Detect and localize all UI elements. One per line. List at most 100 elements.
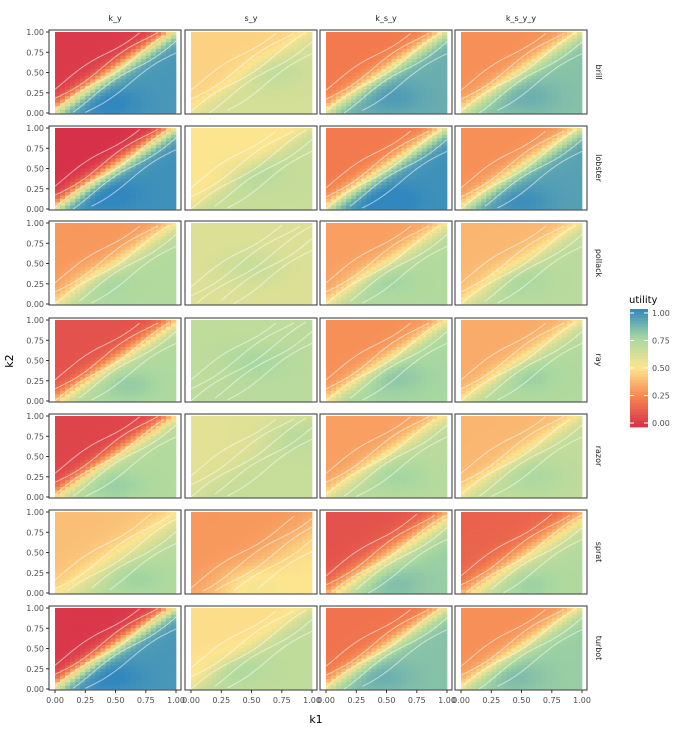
contour-line [460, 130, 547, 189]
heat-cell [331, 65, 337, 70]
heat-cell [125, 89, 131, 94]
heat-cell [346, 89, 352, 94]
heat-cell [371, 75, 377, 80]
heat-cell [536, 161, 543, 166]
contour-line [460, 32, 565, 100]
heat-cell [396, 96, 402, 100]
heat-cell [406, 79, 413, 83]
heat-cell [556, 148, 563, 152]
heat-cell [486, 168, 492, 173]
heat-cell [401, 144, 408, 149]
heat-cell [501, 82, 507, 87]
heat-cell [140, 131, 147, 136]
heat-cell [491, 168, 497, 173]
heat-cell [150, 48, 157, 53]
heat-cell [406, 32, 413, 36]
heat-cell [351, 59, 357, 63]
heat-cell [476, 109, 482, 114]
heat-cell [411, 62, 418, 67]
heat-cell [80, 236, 86, 241]
heat-cell [386, 192, 392, 196]
heat-cell [346, 72, 352, 77]
heat-cell [125, 188, 131, 193]
heat-cell [521, 198, 527, 203]
heat-cell [60, 256, 66, 261]
heat-cell [221, 202, 227, 206]
heat-cell [551, 59, 558, 63]
heat-cell [160, 195, 167, 200]
heat-cell [55, 270, 61, 274]
heat-cell [481, 141, 487, 146]
heat-cell [536, 195, 543, 200]
heat-cell [576, 131, 583, 136]
heat-cell [65, 79, 71, 83]
heat-cell [491, 151, 497, 156]
heat-cell [366, 195, 372, 200]
heat-cell [70, 128, 76, 132]
heat-cell [366, 128, 372, 132]
heat-cell [391, 182, 397, 186]
heat-cell [426, 38, 433, 43]
heat-cell [411, 138, 418, 142]
heat-cell [411, 86, 418, 90]
heat-cell [466, 134, 472, 139]
heat-cell [226, 92, 232, 97]
heat-cell [386, 109, 392, 114]
heat-cell [155, 32, 162, 36]
heat-cell [566, 165, 573, 169]
heat-cell [90, 263, 96, 268]
heat-cell [426, 198, 433, 203]
heat-cell [546, 188, 553, 193]
heat-cell [201, 106, 207, 110]
heat-cell [216, 45, 222, 50]
heat-cell [576, 38, 583, 43]
heat-cell [496, 185, 502, 190]
heat-cell [115, 161, 121, 166]
heat-cell [511, 65, 517, 70]
heat-cell [481, 202, 487, 206]
heat-cell [331, 151, 337, 156]
heat-cell [150, 92, 157, 97]
heat-cell [281, 69, 288, 73]
heat-cell [346, 168, 352, 173]
heat-cell [496, 144, 502, 149]
heat-cell [501, 175, 507, 179]
heat-cell [226, 99, 232, 104]
panel-brill-k_s_y [319, 29, 453, 115]
heat-cell [80, 75, 86, 80]
heat-cell [481, 205, 487, 210]
heat-cell [391, 72, 397, 77]
heat-cell [361, 48, 367, 53]
heat-cell [70, 48, 76, 53]
heat-cell [75, 256, 81, 261]
heat-cell [571, 185, 578, 190]
heat-cell [196, 38, 202, 43]
heat-cell [271, 185, 278, 190]
heat-cell [120, 99, 126, 104]
heat-cell [351, 86, 357, 90]
heat-cell [571, 109, 578, 114]
heat-cell [130, 82, 137, 87]
heat-cell [531, 158, 537, 163]
heat-cell [196, 171, 202, 176]
heat-cell [140, 175, 147, 179]
heat-cell [436, 109, 443, 114]
heat-cell [206, 198, 212, 203]
heat-cell [431, 69, 438, 73]
heat-cell [75, 297, 81, 301]
heat-cell [341, 75, 347, 80]
heat-cell [391, 134, 397, 139]
heat-cell [341, 128, 347, 132]
heat-cell [90, 144, 96, 149]
heat-cell [266, 192, 273, 196]
heat-cell [85, 134, 91, 139]
heat-cell [361, 89, 367, 94]
heat-cell [291, 35, 298, 40]
heat-cell [376, 69, 382, 73]
heat-cell [246, 134, 252, 139]
heat-cell [336, 82, 342, 87]
heat-cell [211, 48, 217, 53]
heat-cell [226, 144, 232, 149]
heat-cell [386, 52, 392, 56]
heat-cell [110, 297, 116, 301]
